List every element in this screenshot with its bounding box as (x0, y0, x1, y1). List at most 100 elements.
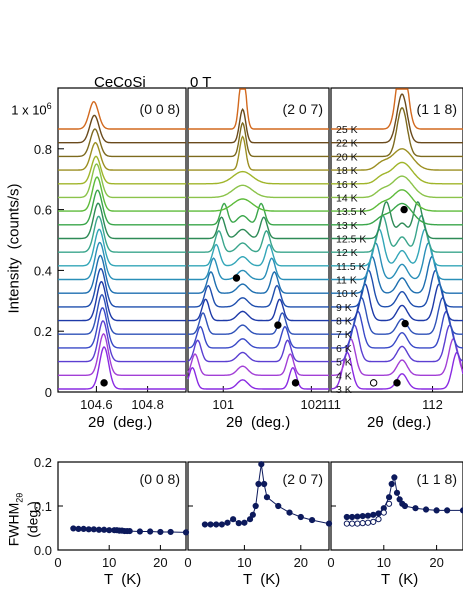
scan-curve-2-4K (331, 337, 463, 376)
fwhm-point-1-0-3 (218, 521, 225, 528)
fwhm-xtick-label-1-0: 0 (184, 555, 191, 570)
intensity-panel-label-0: (0 0 8) (140, 101, 180, 117)
fwhm-point-0-0-3 (85, 526, 92, 533)
fwhm-point-1-0-10 (252, 502, 259, 510)
intensity-marker-2-1 (401, 319, 409, 328)
scan-curve-1-12K (188, 230, 329, 253)
fwhm-panel-label-1: (2 0 7) (283, 471, 323, 487)
temp-label-10K: 10 K (336, 288, 358, 300)
temp-label-11K: 11 K (336, 275, 357, 287)
fwhm-point-2-0-5 (370, 511, 377, 518)
xlabel-fwhm-008: T (K) (104, 571, 142, 588)
temp-label-9K: 9 K (336, 302, 352, 314)
fwhm-point-0-0-2 (80, 525, 87, 532)
fwhm-point-2-0-17 (433, 507, 440, 514)
fwhm-point-2-0-2 (354, 513, 361, 520)
scan-curve-0-6K (58, 307, 186, 349)
intensity-xtick-label-0-0: 104.6 (80, 397, 113, 412)
scan-curve-2-18K (331, 148, 463, 171)
fwhm-point-2-0-9 (388, 480, 395, 488)
intensity-xtick-label-2-0: 111 (321, 397, 341, 412)
scan-curve-2-7K (331, 296, 463, 335)
ylabel-intensity: Intensity (counts/s) (5, 183, 23, 314)
fwhm-point-0-0-6 (100, 526, 108, 533)
scan-curve-0-18K (58, 141, 186, 171)
temp-label-16K: 16 K (336, 179, 358, 191)
scan-curve-0-22K (58, 114, 186, 144)
fwhm-ytick-label-1: 0.1 (34, 499, 52, 514)
scan-curve-2-14K (331, 175, 463, 199)
scan-curve-1-10K (188, 270, 329, 294)
fwhm-point-2-1-2 (354, 520, 361, 527)
intensity-ytick-label-3: 0.6 (34, 203, 52, 218)
scan-curve-1-9K (188, 284, 329, 308)
fwhm-point-1-0-13 (261, 480, 268, 488)
fwhm-panel-label-0: (0 0 8) (140, 471, 180, 487)
scan-curve-1-7K (188, 312, 329, 335)
scan-curve-1-6K (187, 325, 329, 349)
fwhm-point-1-0-12 (258, 461, 265, 468)
fwhm-point-1-0-17 (297, 513, 304, 521)
scan-curve-2-22K (331, 93, 463, 144)
fwhm-point-1-0-7 (241, 519, 248, 526)
intensity-xtick-label-2-1: 112 (422, 397, 443, 412)
temp-label-4K: 4 K (336, 370, 352, 382)
scan-curve-1-8K (188, 298, 329, 322)
scan-curve-2-12K (331, 214, 463, 253)
fwhm-point-2-0-0 (343, 513, 350, 521)
fwhm-point-0-0-4 (90, 526, 97, 533)
scan-curve-1-25K (188, 88, 329, 130)
fwhm-point-2-1-3 (359, 520, 366, 527)
scan-curve-0-14K (58, 163, 186, 199)
fwhm-xtick-label-0-2: 20 (153, 555, 167, 570)
scan-curve-0-13.5K (58, 176, 186, 212)
scan-curve-2-25K (331, 88, 463, 130)
ylabel-fwhm-sub: 2θ (14, 492, 25, 503)
temp-label-7K: 7 K (336, 329, 352, 341)
scan-curve-2-13K (331, 202, 463, 226)
scan-curve-0-11K (58, 241, 186, 281)
intensity-ytick-label-4: 0.8 (34, 142, 52, 157)
temp-label-6K: 6 K (336, 343, 352, 355)
scan-curve-0-20K (58, 128, 186, 158)
temp-label-12K: 12 K (336, 247, 358, 259)
fwhm-point-2-0-3 (359, 513, 366, 520)
fwhm-point-1-0-18 (308, 516, 316, 524)
intensity-marker-2-2 (393, 379, 401, 387)
xlabel-207: 2θ (deg.) (226, 414, 291, 431)
xlabel-fwhm-207: T (K) (243, 571, 281, 588)
scan-curve-1-22K (188, 108, 329, 144)
intensity-xtick-label-0-1: 104.8 (131, 397, 164, 412)
fwhm-point-1-0-0 (201, 521, 209, 528)
fwhm-point-2-1-5 (370, 518, 377, 525)
scan-curve-1-13.5K (188, 198, 329, 212)
fwhm-point-0-0-17 (157, 528, 164, 536)
temp-label-12.5K: 12.5 K (336, 233, 366, 245)
temp-label-18K: 18 K (336, 165, 358, 177)
fwhm-point-1-0-5 (230, 516, 237, 523)
scan-curve-2-16K (331, 161, 463, 185)
fwhm-point-0-0-18 (167, 528, 174, 536)
intensity-marker-1-2 (291, 379, 300, 387)
fwhm-point-2-1-8 (385, 500, 393, 507)
fwhm-ytick-label-0: 0.0 (34, 543, 52, 558)
scan-curve-2-13.5K (331, 189, 463, 212)
fwhm-point-0-0-15 (136, 528, 144, 535)
scan-curve-0-12.5K (58, 202, 186, 240)
fwhm-xtick-label-0-0: 0 (54, 555, 61, 570)
intensity-xtick-label-1-0: 101 (212, 397, 234, 412)
intensity-marker-2-0 (400, 205, 408, 214)
fwhm-xtick-label-2-2: 20 (429, 555, 443, 570)
intensity-frame-2 (330, 87, 463, 393)
ylabel-fwhm: FWHM2θ (deg.) (0, 468, 41, 578)
intensity-marker-1-0 (232, 274, 241, 282)
fwhm-point-2-1-1 (349, 520, 356, 527)
intensity-frame-0 (57, 87, 187, 393)
fwhm-point-1-0-8 (246, 516, 254, 523)
fwhm-xtick-label-2-1: 10 (377, 555, 391, 570)
scan-curve-1-5K (187, 339, 329, 363)
fwhm-xtick-label-1-1: 10 (237, 555, 251, 570)
fwhm-panel-label-2: (1 1 8) (417, 471, 457, 487)
fwhm-xtick-label-2-0: 0 (327, 555, 334, 570)
intensity-xtick-label-1-1: 102 (301, 397, 323, 412)
